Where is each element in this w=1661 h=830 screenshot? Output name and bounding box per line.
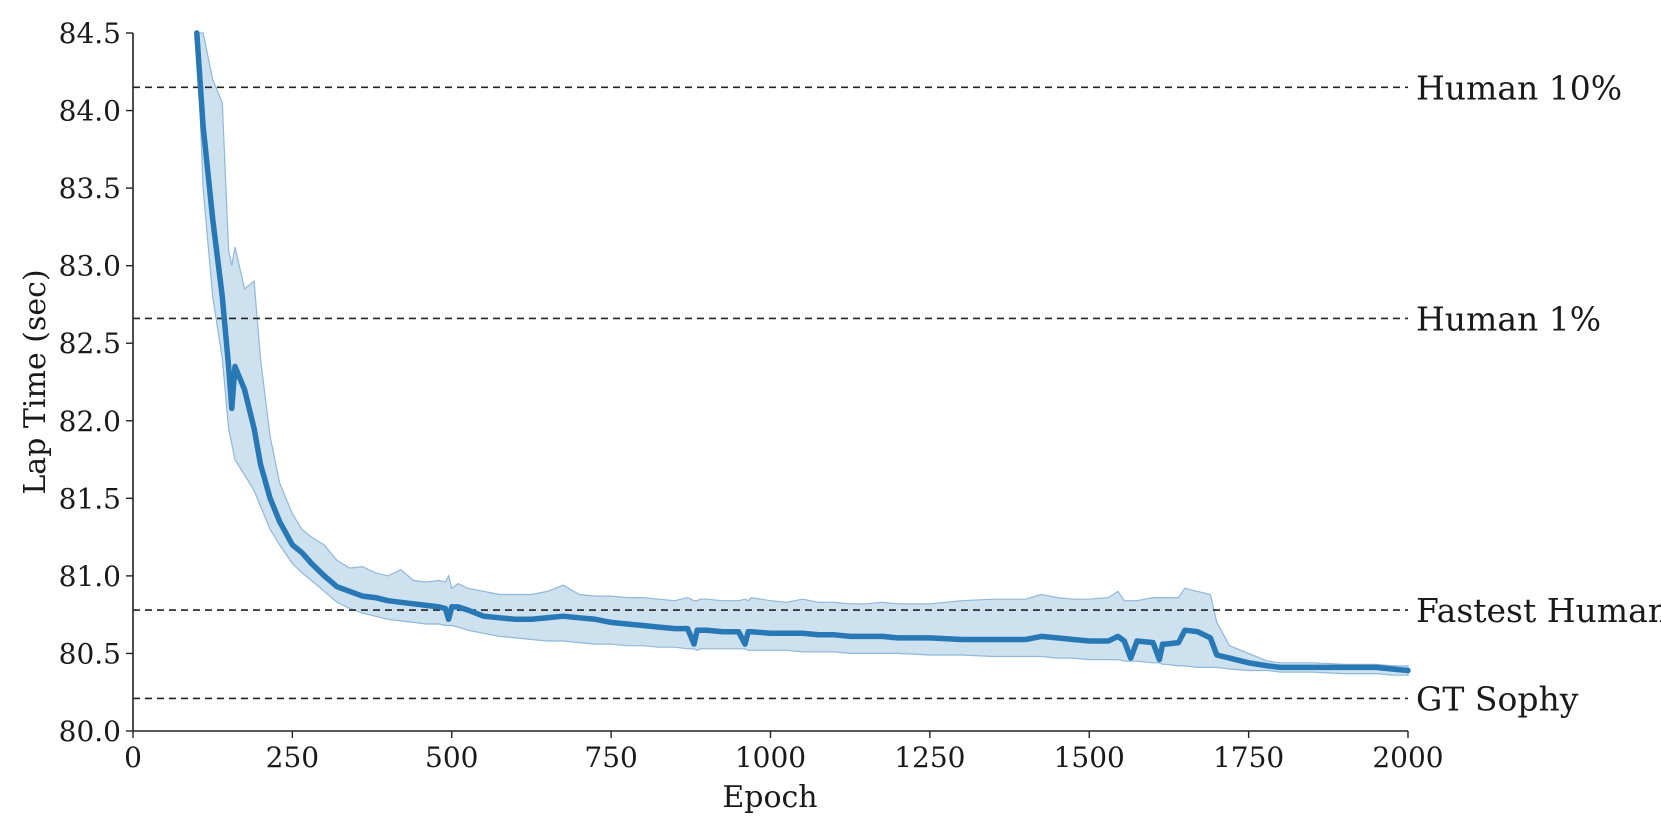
x-tick-label: 1000: [735, 741, 806, 774]
reference-lines: Human 10% Human 1% Fastest Human GT Sophy: [133, 68, 1661, 718]
x-tick-label: 1500: [1054, 741, 1125, 774]
y-tick-label: 80.0: [59, 715, 121, 748]
reference-line-label: Fastest Human: [1416, 591, 1661, 630]
y-tick-label: 82.0: [59, 405, 121, 438]
reference-line-label: Human 1%: [1416, 299, 1601, 338]
mean-line-layer: [194, 30, 1411, 674]
y-tick-label: 80.5: [59, 637, 121, 670]
confidence-band: [196, 32, 1409, 676]
y-tick-label: 81.5: [59, 482, 121, 515]
x-axis-title: Epoch: [722, 780, 817, 815]
x-tick-label: 1750: [1213, 741, 1284, 774]
x-tick-label: 500: [425, 741, 478, 774]
x-axis-ticks: 0 250 500 750 1000 1250 1500 1750 2000: [124, 731, 1444, 774]
reference-line-label: GT Sophy: [1416, 679, 1579, 718]
y-tick-label: 82.5: [59, 327, 121, 360]
x-tick-label: 750: [584, 741, 637, 774]
reference-line-label: Human 10%: [1416, 68, 1622, 107]
y-tick-label: 81.0: [59, 560, 121, 593]
y-tick-label: 83.0: [59, 250, 121, 283]
mean-line: [194, 30, 1411, 674]
confidence-band-layer: [196, 32, 1409, 676]
x-tick-label: 1250: [894, 741, 965, 774]
y-tick-label: 83.5: [59, 172, 121, 205]
y-axis-ticks: 80.0 80.5 81.0 81.5 82.0 82.5 83.0 83.5 84.0 84.5: [59, 17, 133, 748]
y-axis-title: Lap Time (sec): [18, 269, 53, 494]
y-tick-label: 84.0: [59, 95, 121, 128]
x-tick-label: 250: [266, 741, 319, 774]
x-tick-label: 0: [124, 741, 142, 774]
x-tick-label: 2000: [1372, 741, 1443, 774]
y-tick-label: 84.5: [59, 17, 121, 50]
